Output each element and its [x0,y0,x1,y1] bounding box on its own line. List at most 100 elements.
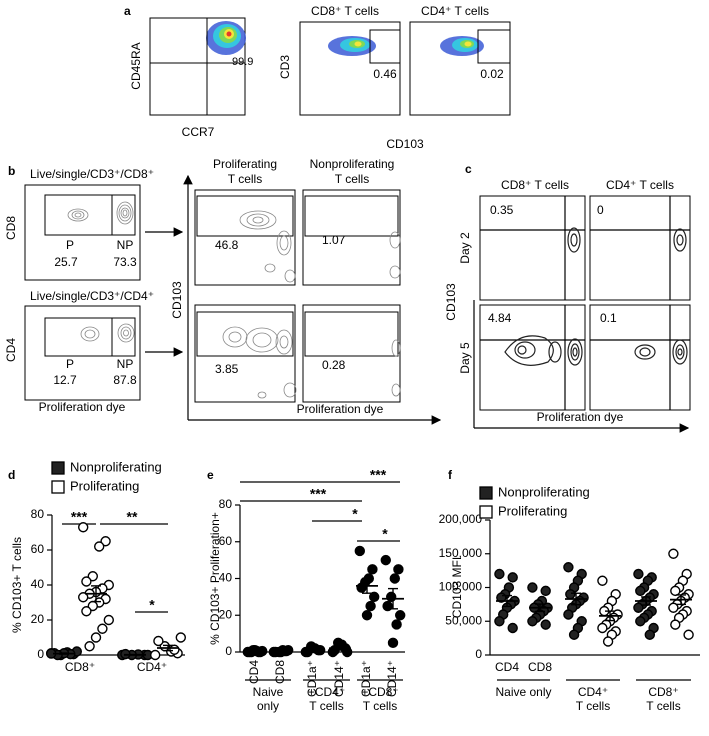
legend-label: Nonproliferating [70,459,162,474]
y-tick-label: 20 [219,607,233,621]
legend-swatch [51,480,65,494]
dot [683,629,694,640]
dot [670,585,681,597]
gate-title: Live/single/CD3⁺/CD4⁺ [30,289,154,303]
gate-value: 3.85 [215,362,239,376]
dot [494,616,505,627]
gate [369,29,401,64]
dot [565,589,576,600]
group-label: CD8⁺ [648,685,678,699]
flow-plot [24,184,141,281]
axis-label: CD103 [444,283,458,321]
dot [149,649,161,661]
column-title: T cells [228,172,262,186]
column-title: CD8⁺ T cells [501,178,569,192]
gate [477,29,511,64]
y-tick-label: 40 [31,577,45,591]
dot [175,632,187,643]
density [328,36,376,56]
dot [77,592,89,603]
y-tick-label: 100,000 [439,580,483,594]
dot [602,636,614,647]
gate-name: NP [117,357,134,371]
contours [67,201,134,225]
gate-value: 99.9 [232,56,253,68]
row-label: Day 5 [458,342,472,374]
gate-title: Live/single/CD3⁺/CD8⁺ [30,167,154,181]
flow-plot [409,21,511,116]
legend-swatch [479,486,493,500]
flow-plot [479,304,586,411]
group-label: T cells [576,699,610,713]
dot [169,644,180,655]
flow-plot [479,195,586,301]
dot [563,609,574,620]
dot [597,575,608,586]
dot [389,573,400,584]
y-tick-label: 80 [219,497,233,511]
column-title: CD4⁺ T cells [606,178,674,192]
y-tick-label: 0 [475,647,482,661]
gate-value: 0 [597,203,604,217]
panel-label: f [448,468,453,482]
panel-label: a [124,4,131,18]
legend-swatch [479,505,493,519]
axis-label: CD3 [278,55,292,79]
dot [386,591,397,603]
group-label: +CD8⁺ [361,685,398,699]
y-tick-label: 50,000 [445,613,482,627]
row-label: Day 2 [458,232,472,264]
gate [44,194,136,236]
gate-value: 1.07 [322,233,346,247]
flow-plot [589,195,691,301]
significance-label: * [352,506,358,522]
dot [81,576,92,587]
dot [527,616,538,627]
dot [356,582,367,593]
y-axis-label: CD103 MFI [450,557,464,618]
dot [367,564,378,575]
significance-label: *** [310,486,327,502]
dot [97,623,108,634]
x-tick-label: CD8 [528,660,552,674]
legend-label: Nonproliferating [498,484,590,499]
axis-label: Proliferation dye [297,402,384,416]
gate-value: 46.8 [215,238,239,252]
gate-value: 0.35 [490,203,514,217]
gate-name: P [66,238,74,252]
dot [387,637,399,649]
y-tick-label: 60 [219,534,233,548]
legend-label: Proliferating [498,503,567,518]
x-tick-label: CD8⁺ [65,660,95,674]
gate [196,195,294,237]
group-label: Naive [253,685,284,699]
flow-plot [299,21,401,116]
dot [668,602,679,613]
x-tick-label: CD4 [247,660,261,684]
quadrant-lines [480,196,690,410]
dot [568,629,580,640]
dot [354,545,365,557]
y-tick-label: 150,000 [439,546,483,560]
flow-plot [302,189,401,286]
flow-plot [24,305,141,401]
dot [77,522,89,533]
gate-value: 0.46 [373,67,397,81]
dot [365,600,376,612]
group-label: T cells [363,699,397,713]
y-axis-label: % CD103+ T cells [10,537,24,633]
y-tick-label: 200,000 [439,512,483,526]
axis-label: CD8 [4,216,18,240]
panel-label: c [465,162,472,176]
column-title: Proliferating [213,157,277,171]
x-tick-label: CD8 [273,660,287,684]
axis-label: CD103 [170,281,184,319]
dot [563,562,574,573]
dot [635,616,646,627]
contours [80,323,135,343]
gate-value: 12.7 [53,373,77,387]
gate [44,317,136,357]
dot [84,641,95,652]
axis-label: Proliferation dye [39,400,126,414]
gate [196,311,294,357]
